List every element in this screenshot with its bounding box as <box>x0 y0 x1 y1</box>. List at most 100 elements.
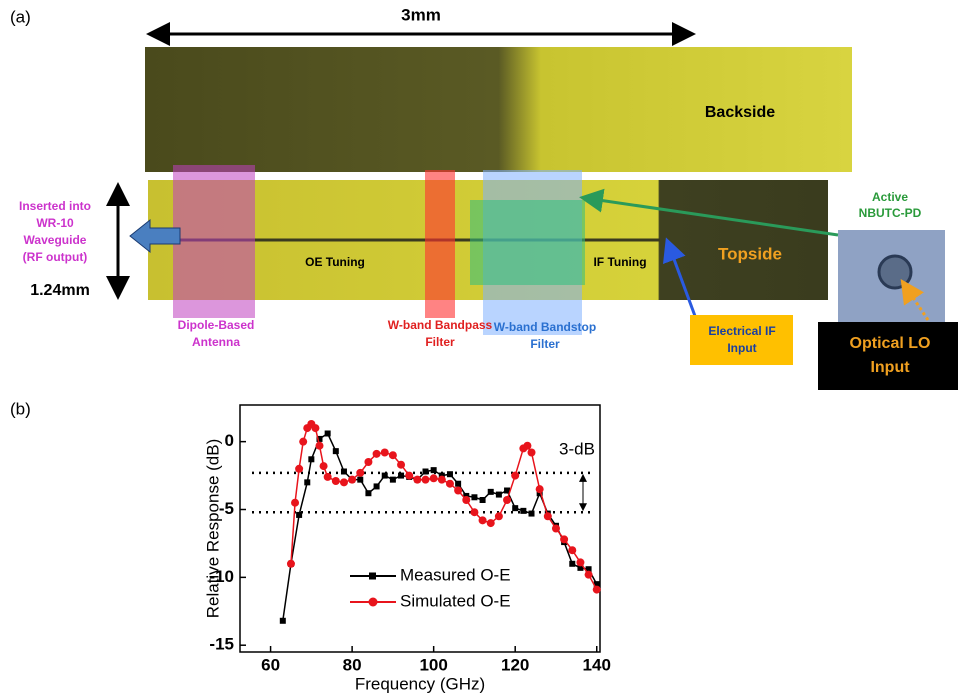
data-point <box>494 512 503 521</box>
annotation-label: Antenna <box>192 335 240 349</box>
data-point <box>430 467 437 474</box>
data-point <box>332 448 339 455</box>
data-point <box>560 535 569 544</box>
annotation-label: Active <box>872 190 908 204</box>
data-point <box>512 505 519 512</box>
data-point <box>388 451 397 460</box>
x-tick-label: 60 <box>261 655 280 674</box>
data-point <box>551 524 560 533</box>
data-point <box>279 617 286 624</box>
data-point <box>381 472 388 479</box>
data-point <box>569 560 576 567</box>
data-point <box>357 476 364 483</box>
data-point <box>299 437 308 446</box>
data-point <box>523 441 532 450</box>
data-point <box>511 471 520 480</box>
annotation-label: (RF output) <box>23 250 88 264</box>
output-arrow <box>129 218 181 254</box>
legend-label: Measured O-E <box>400 565 511 584</box>
data-point <box>380 448 389 457</box>
data-point <box>308 456 315 463</box>
annotation-label: 3mm <box>401 5 441 24</box>
data-point <box>389 476 396 483</box>
annotation-label: OE Tuning <box>305 255 365 269</box>
y-tick-label: -10 <box>209 567 234 586</box>
x-tick-label: 140 <box>583 655 611 674</box>
annotation-label: Topside <box>718 244 782 263</box>
data-point <box>584 570 593 579</box>
annotation-label: Backside <box>705 104 775 121</box>
data-point <box>504 487 511 494</box>
legend-marker <box>369 572 376 580</box>
data-point <box>593 581 600 588</box>
annotation-label: NBUTC-PD <box>859 206 922 220</box>
data-point <box>373 483 380 490</box>
legend-label: Simulated O-E <box>400 591 511 610</box>
lo-label-box <box>818 322 958 390</box>
data-point <box>372 449 381 458</box>
data-point <box>543 512 552 521</box>
data-point <box>422 468 429 475</box>
data-point <box>536 490 543 497</box>
data-point <box>486 519 495 528</box>
photo-panel <box>106 22 958 390</box>
data-point <box>503 496 512 504</box>
data-point <box>445 479 454 488</box>
data-point <box>585 566 592 573</box>
annotation-label: WR-10 <box>36 216 74 230</box>
x-tick-label: 80 <box>343 655 362 674</box>
data-point <box>339 478 348 487</box>
data-point <box>319 462 328 471</box>
y-tick-label: -5 <box>219 499 234 518</box>
annotation-label: Filter <box>530 337 560 351</box>
data-point <box>296 511 303 518</box>
data-point <box>429 474 438 483</box>
annotation-label: Filter <box>425 335 455 349</box>
data-point <box>295 464 304 473</box>
data-point <box>405 471 414 480</box>
data-point <box>286 559 295 568</box>
pd-pointer <box>579 188 839 237</box>
panel-label: (b) <box>10 399 31 418</box>
data-point <box>520 507 527 514</box>
annotation-label: Input <box>727 341 756 355</box>
backside-photo <box>145 47 852 172</box>
chart: 60 80 100 120 140 -15 -10 -5 0 Frequency (GHz) Rel… <box>203 404 611 693</box>
pd-overlay <box>470 200 585 285</box>
data-point <box>527 448 536 457</box>
data-point <box>470 508 479 517</box>
data-point <box>576 558 585 567</box>
pd-device <box>877 254 913 290</box>
annotation: 3-dB <box>559 439 595 458</box>
annotation-label: W-band Bandstop <box>494 320 596 334</box>
annotation-label: 1.24mm <box>30 282 90 299</box>
annotation-label: Input <box>870 359 910 376</box>
x-tick-label: 100 <box>419 655 447 674</box>
data-point <box>397 460 406 469</box>
data-point <box>421 475 430 484</box>
plot-frame <box>239 404 601 653</box>
y-tick-label: 0 <box>225 431 234 450</box>
x-tick-label: 120 <box>501 655 529 674</box>
data-point <box>535 485 544 494</box>
bandpass-overlay <box>425 170 455 318</box>
data-point <box>528 510 535 517</box>
y-axis-label: Relative Response (dB) <box>203 439 222 619</box>
y-tick-label: -15 <box>209 635 234 654</box>
data-point <box>454 486 463 495</box>
data-point <box>471 494 478 501</box>
data-point <box>495 491 502 498</box>
annotation-label: Optical LO <box>850 335 931 352</box>
data-point <box>304 479 311 486</box>
data-point <box>592 585 601 594</box>
data-point <box>311 424 320 433</box>
data-point <box>462 496 471 504</box>
x-axis-label: Frequency (GHz) <box>355 674 485 693</box>
data-point <box>323 472 332 481</box>
data-point <box>446 471 453 478</box>
data-point <box>364 458 373 466</box>
data-point <box>455 480 462 487</box>
data-point <box>365 490 372 497</box>
data-point <box>478 516 487 525</box>
